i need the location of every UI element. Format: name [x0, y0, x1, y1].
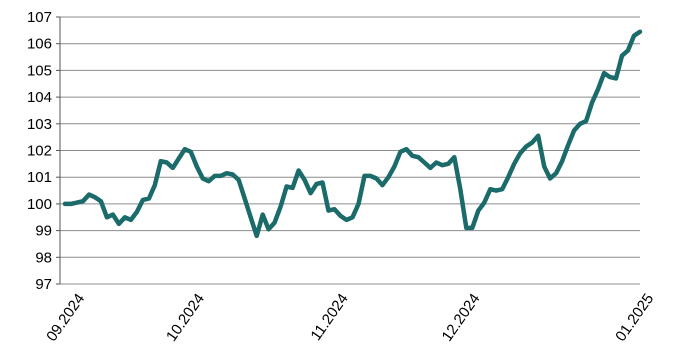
y-tick-label: 99 [35, 223, 52, 240]
y-tick-label: 107 [27, 9, 52, 26]
x-tick-label: 12.2024 [439, 291, 484, 345]
x-tick-label: 09.2024 [43, 291, 88, 345]
y-tick-label: 103 [27, 116, 52, 133]
y-tick-label: 100 [27, 196, 52, 213]
x-tick-label: 10.2024 [163, 291, 208, 345]
y-tick-label: 98 [35, 249, 52, 266]
y-tick-label: 101 [27, 169, 52, 186]
y-tick-label: 106 [27, 36, 52, 53]
x-tick-label: 01.2025 [612, 291, 657, 345]
x-tick-label: 11.2024 [307, 291, 351, 344]
y-tick-label: 104 [27, 89, 52, 106]
y-tick-label: 105 [27, 62, 52, 79]
y-tick-label: 97 [35, 276, 52, 293]
data-line [62, 29, 643, 239]
y-tick-label: 102 [27, 143, 52, 160]
